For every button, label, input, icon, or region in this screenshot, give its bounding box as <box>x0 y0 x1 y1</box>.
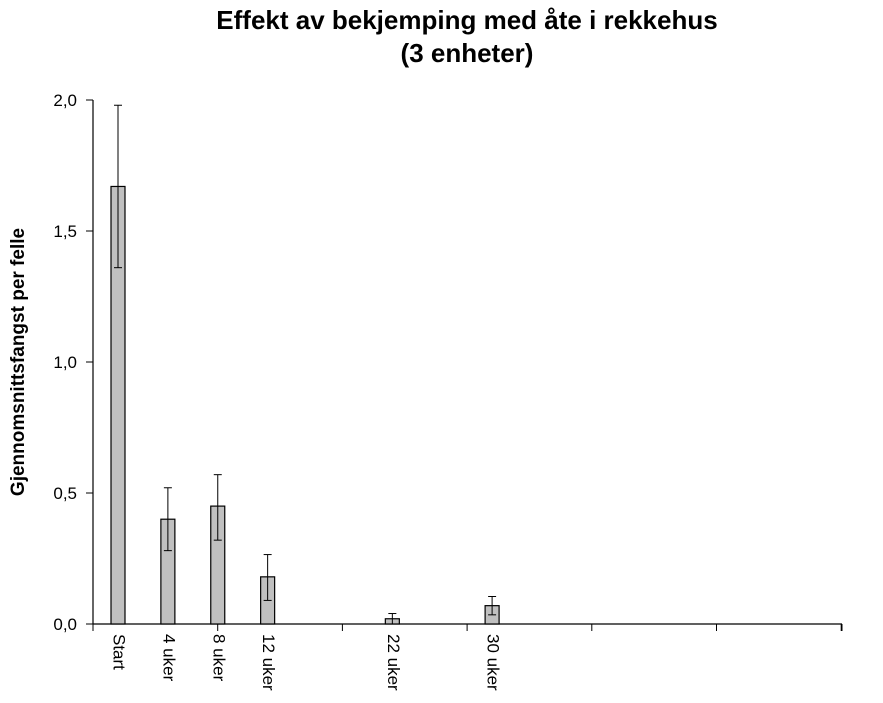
x-tick-label: 4 uker <box>159 634 178 682</box>
y-tick-label: 1,0 <box>53 353 77 372</box>
x-tick-label: Start <box>110 634 129 670</box>
x-tick-label: 22 uker <box>384 634 403 691</box>
bars <box>110 185 500 625</box>
y-tick-label: 0,5 <box>53 484 77 503</box>
y-tick-label: 2,0 <box>53 91 77 110</box>
y-tick-label: 0,0 <box>53 615 77 634</box>
y-tick-label: 1,5 <box>53 222 77 241</box>
x-tick-label: 12 uker <box>259 634 278 691</box>
error-bars <box>114 104 497 625</box>
x-tick-labels: Start 4 uker 8 uker 12 uker 22 uker 30 uker <box>110 634 503 691</box>
chart-title-line-1: Effekt av bekjemping med åte i rekkehus <box>216 5 717 35</box>
chart-title-line-2: (3 enheter) <box>401 38 534 68</box>
x-tick-label: 8 uker <box>209 634 228 682</box>
axes <box>86 99 843 631</box>
x-tick-label: 30 uker <box>484 634 503 691</box>
y-tick-labels: 0,0 0,5 1,0 1,5 2,0 <box>53 91 77 634</box>
y-axis-label: Gjennomsnittsfangst per felle <box>8 228 29 496</box>
